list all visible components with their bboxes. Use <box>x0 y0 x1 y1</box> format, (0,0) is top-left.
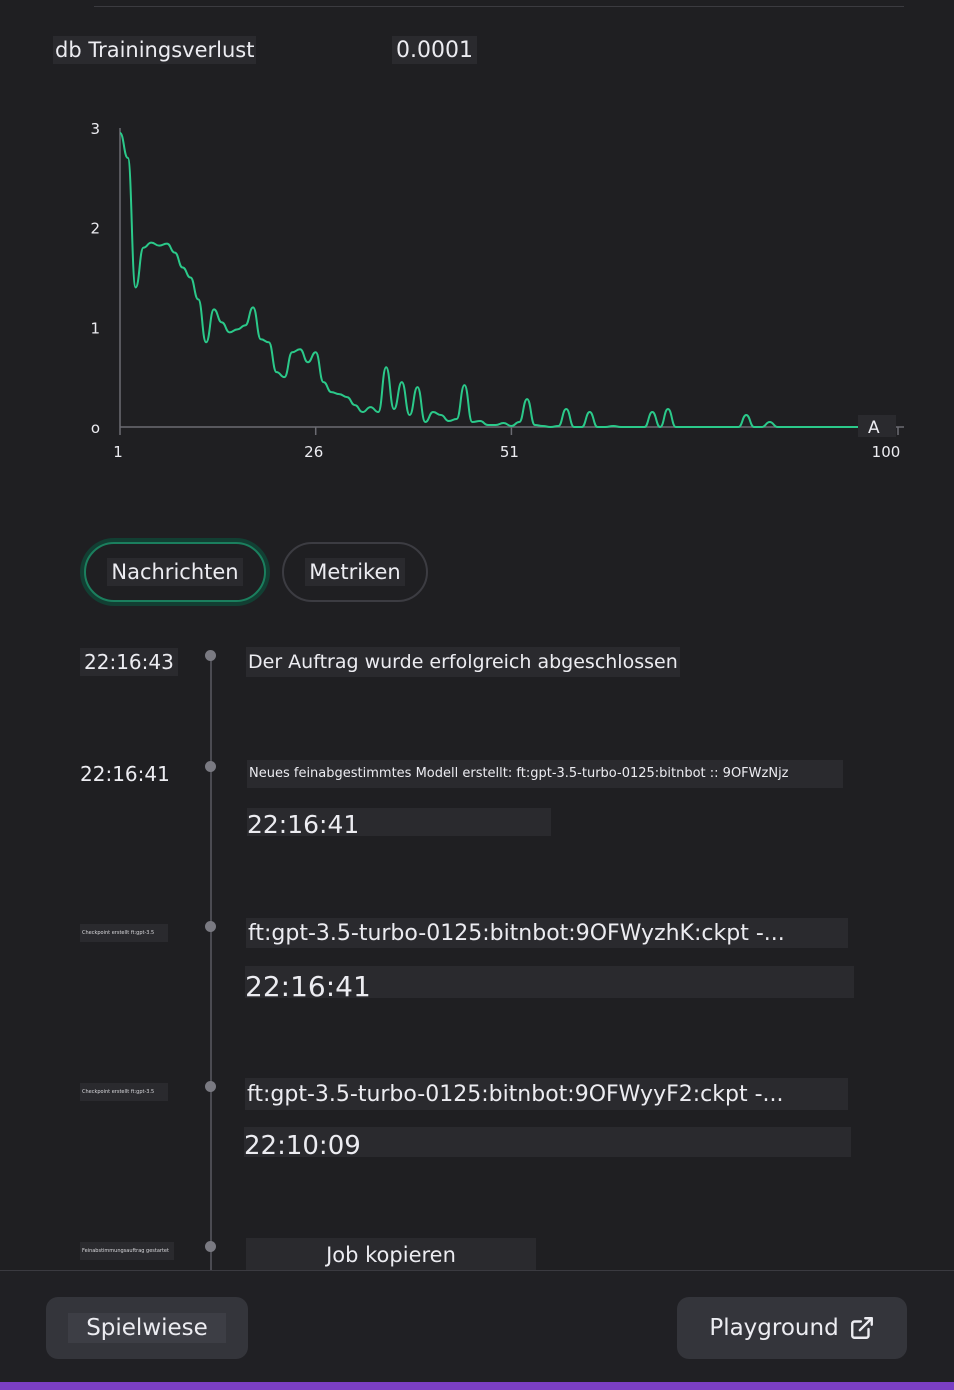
x-tick-label: 1 <box>113 443 123 461</box>
metric-value: 0.0001 <box>392 36 477 64</box>
timeline-dot <box>205 921 216 932</box>
event-message: ft:gpt-3.5-turbo-0125:bitnbot:9OFWyyF2:c… <box>245 1078 848 1110</box>
tab-messages[interactable]: Nachrichten <box>84 542 266 602</box>
event-message: Der Auftrag wurde erfolgreich abgeschlos… <box>246 647 680 677</box>
playground-button[interactable]: Playground <box>677 1297 907 1359</box>
loss-series-line <box>119 131 895 428</box>
spielwiese-button[interactable]: Spielwiese <box>46 1297 248 1359</box>
event-subtime: 22:16:41 <box>247 808 551 836</box>
y-tick-label: 2 <box>90 220 100 238</box>
spielwiese-button-label: Spielwiese <box>68 1313 226 1343</box>
corner-label: A <box>868 418 880 438</box>
timeline-line <box>210 656 212 1272</box>
tab-messages-label: Nachrichten <box>107 558 243 586</box>
y-tick-label: 1 <box>90 319 100 337</box>
y-tick-label: 3 <box>90 120 100 138</box>
playground-button-label: Playground <box>709 1315 839 1341</box>
event-time: Checkpoint erstellt ft:gpt-3.5 <box>80 924 168 942</box>
event-time: 22:16:43 <box>80 648 178 676</box>
timeline-dot <box>205 761 216 772</box>
x-tick-label: 26 <box>304 443 323 461</box>
bottom-accent-strip <box>0 1382 954 1390</box>
x-tick-label: 100 <box>872 443 901 461</box>
copy-job-button[interactable]: Job kopieren <box>246 1238 536 1270</box>
event-subtime: 22:16:41 <box>245 966 854 998</box>
event-message: Neues feinabgestimmtes Modell erstellt: … <box>247 760 843 788</box>
metric-label: db Trainingsverlust <box>53 36 257 64</box>
event-time: Feinabstimmungsauftrag gestartet <box>80 1242 174 1260</box>
top-divider <box>94 6 904 7</box>
bottom-action-bar: Spielwiese Playground <box>0 1270 954 1383</box>
corner-label-bg <box>858 415 896 437</box>
timeline-dot <box>205 1241 216 1252</box>
event-message: ft:gpt-3.5-turbo-0125:bitnbot:9OFWyzhK:c… <box>246 918 848 948</box>
event-time: Checkpoint erstellt ft:gpt-3.5 <box>80 1083 168 1101</box>
event-time: 22:16:41 <box>80 762 170 786</box>
y-tick-label: o <box>91 419 100 437</box>
timeline-dot <box>205 1081 216 1092</box>
tab-metrics[interactable]: Metriken <box>282 542 428 602</box>
timeline-dot <box>205 650 216 661</box>
tab-metrics-label: Metriken <box>305 558 405 586</box>
x-tick-label: 51 <box>500 443 519 461</box>
external-link-icon <box>850 1317 873 1339</box>
event-subtime: 22:10:09 <box>244 1127 851 1157</box>
